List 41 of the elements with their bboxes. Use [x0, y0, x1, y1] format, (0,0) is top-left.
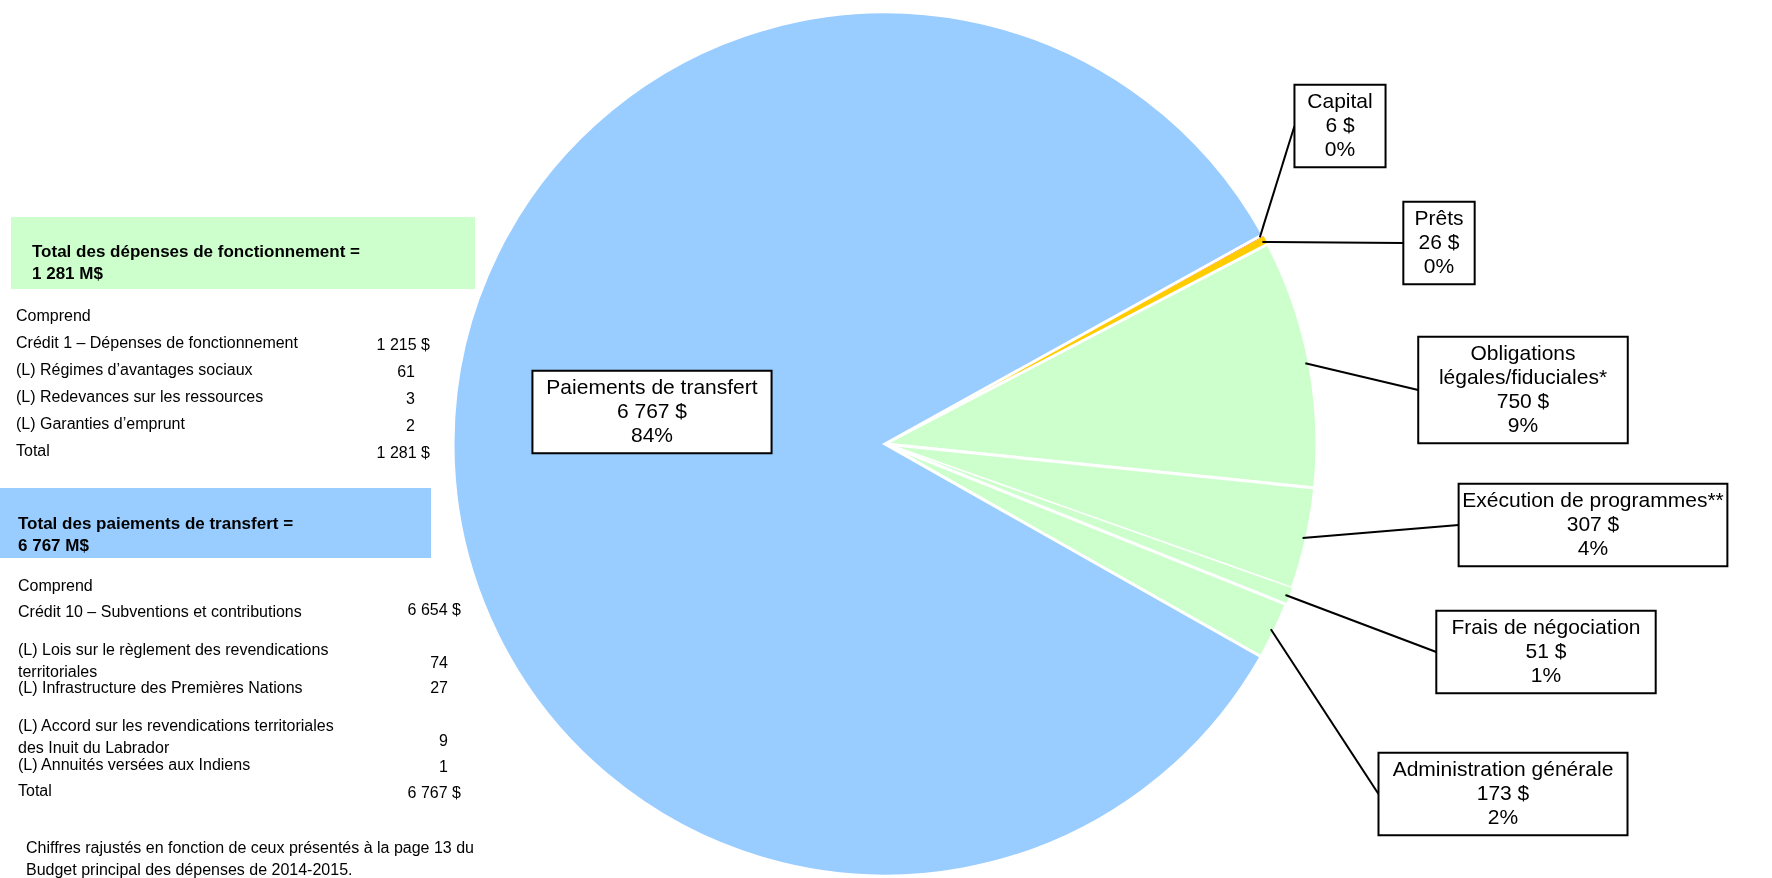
slice-label: Administration générale	[1392, 756, 1614, 780]
text: Total	[16, 442, 50, 459]
text: (L) Garanties d’emprunt	[16, 415, 186, 432]
data-label: 307 $ 4%	[1566, 512, 1620, 560]
data-label: 51 $ 1%	[1525, 639, 1567, 687]
text: Crédit 1 – Dépenses de fonctionnement	[16, 334, 299, 351]
text: Chiffres rajustés en fonction de ceux présentés à la page 13 du Budget principal des dépenses de 2014-2015.	[26, 839, 474, 878]
text: 27	[430, 679, 449, 696]
text: 1 281 $	[376, 444, 431, 461]
slice-label: Exécution de programmes**	[1462, 487, 1724, 511]
text: 2	[406, 417, 416, 434]
data-label: 26 $ 0%	[1418, 230, 1460, 278]
text: Crédit 10 – Subventions et contributions	[18, 603, 302, 620]
data-label: 6 $ 0%	[1324, 113, 1356, 161]
slice-label: Paiements de transfert	[546, 374, 758, 398]
text: (L) Infrastructure des Premières Nations	[18, 679, 303, 696]
text: Comprend	[18, 577, 93, 594]
data-label: 6 767 $ 84%	[616, 399, 688, 447]
text: (L) Redevances sur les ressources	[16, 388, 264, 405]
slice-label: Obligations légales/fiduciales*	[1438, 340, 1608, 388]
text: Total	[18, 782, 52, 799]
slice-label: Capital	[1307, 88, 1373, 112]
text: (L) Régimes d’avantages sociaux	[16, 361, 253, 378]
text: Total des dépenses de fonctionnement = 1 281 M$	[32, 242, 361, 283]
text: 6 654 $	[407, 601, 462, 618]
text: 74	[430, 654, 449, 671]
text: 3	[406, 390, 416, 407]
text: 9	[439, 732, 449, 749]
data-label: 173 $ 2%	[1476, 781, 1530, 829]
text: 1 215 $	[376, 336, 431, 353]
text: (L) Annuités versées aux Indiens	[18, 756, 251, 773]
text: (L) Accord sur les revendications territoriales des Inuit du Labrador	[18, 717, 334, 756]
text: 1	[439, 758, 449, 775]
text: Comprend	[16, 307, 91, 324]
data-label: 750 $ 9%	[1496, 389, 1550, 437]
text: 6 767 $	[407, 784, 462, 801]
slice-label: Prêts	[1414, 205, 1464, 229]
text: (L) Lois sur le règlement des revendications territoriales	[18, 641, 329, 680]
slice-label: Frais de négociation	[1451, 614, 1641, 638]
text: 61	[397, 363, 416, 380]
text: Total des paiements de transfert = 6 767 M$	[18, 514, 294, 555]
